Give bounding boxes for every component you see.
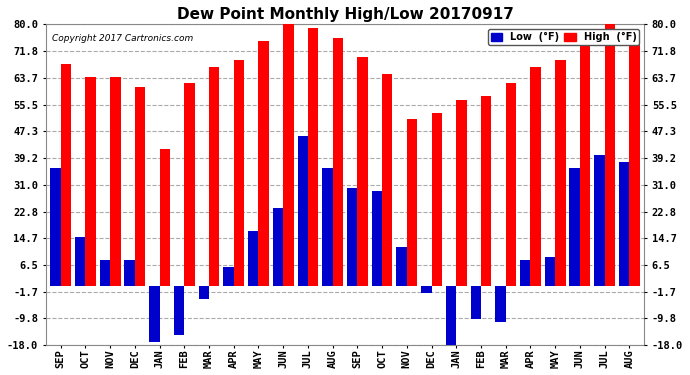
Bar bbox=[149, 286, 159, 342]
Bar bbox=[273, 208, 283, 286]
Bar bbox=[382, 74, 393, 286]
Bar bbox=[283, 24, 293, 286]
Bar bbox=[531, 67, 541, 286]
Bar bbox=[224, 267, 234, 286]
Bar bbox=[569, 168, 580, 286]
Bar bbox=[159, 149, 170, 286]
Bar bbox=[629, 41, 640, 286]
Bar bbox=[456, 100, 466, 286]
Bar bbox=[124, 260, 135, 286]
Bar bbox=[199, 286, 209, 299]
Bar bbox=[110, 77, 121, 286]
Bar bbox=[471, 286, 481, 319]
Bar bbox=[234, 60, 244, 286]
Bar bbox=[135, 87, 145, 286]
Bar bbox=[594, 155, 604, 286]
Bar bbox=[333, 38, 343, 286]
Bar bbox=[372, 191, 382, 286]
Bar bbox=[308, 28, 318, 286]
Bar bbox=[174, 286, 184, 335]
Bar bbox=[184, 83, 195, 286]
Bar bbox=[580, 38, 590, 286]
Bar bbox=[604, 24, 615, 286]
Bar bbox=[50, 168, 61, 286]
Bar bbox=[520, 260, 531, 286]
Bar bbox=[61, 64, 71, 286]
Bar bbox=[545, 257, 555, 286]
Bar bbox=[248, 231, 259, 286]
Title: Dew Point Monthly High/Low 20170917: Dew Point Monthly High/Low 20170917 bbox=[177, 7, 513, 22]
Text: Copyright 2017 Cartronics.com: Copyright 2017 Cartronics.com bbox=[52, 34, 193, 43]
Bar bbox=[397, 247, 407, 286]
Bar bbox=[619, 162, 629, 286]
Bar bbox=[322, 168, 333, 286]
Bar bbox=[431, 113, 442, 286]
Bar bbox=[446, 286, 456, 345]
Bar bbox=[555, 60, 566, 286]
Bar bbox=[357, 57, 368, 286]
Bar bbox=[347, 188, 357, 286]
Bar bbox=[506, 83, 516, 286]
Bar bbox=[100, 260, 110, 286]
Bar bbox=[297, 136, 308, 286]
Bar bbox=[481, 96, 491, 286]
Legend: Low  (°F), High  (°F): Low (°F), High (°F) bbox=[488, 29, 640, 45]
Bar bbox=[86, 77, 96, 286]
Bar bbox=[209, 67, 219, 286]
Bar bbox=[259, 41, 269, 286]
Bar bbox=[495, 286, 506, 322]
Bar bbox=[421, 286, 431, 293]
Bar bbox=[75, 237, 86, 286]
Bar bbox=[407, 119, 417, 286]
